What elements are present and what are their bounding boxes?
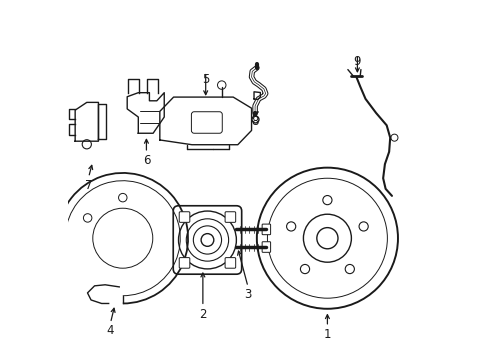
- FancyBboxPatch shape: [224, 212, 235, 222]
- Text: 6: 6: [142, 154, 150, 167]
- FancyBboxPatch shape: [224, 258, 235, 268]
- Text: 3: 3: [244, 288, 251, 301]
- Text: 9: 9: [353, 55, 361, 68]
- FancyBboxPatch shape: [179, 258, 189, 268]
- Text: 1: 1: [323, 328, 330, 341]
- Text: 8: 8: [251, 115, 258, 128]
- FancyBboxPatch shape: [262, 224, 270, 235]
- Text: 2: 2: [199, 307, 206, 320]
- FancyBboxPatch shape: [179, 212, 189, 222]
- Text: 7: 7: [84, 179, 92, 192]
- Text: 4: 4: [106, 324, 114, 337]
- Text: 5: 5: [202, 73, 209, 86]
- FancyBboxPatch shape: [262, 242, 270, 252]
